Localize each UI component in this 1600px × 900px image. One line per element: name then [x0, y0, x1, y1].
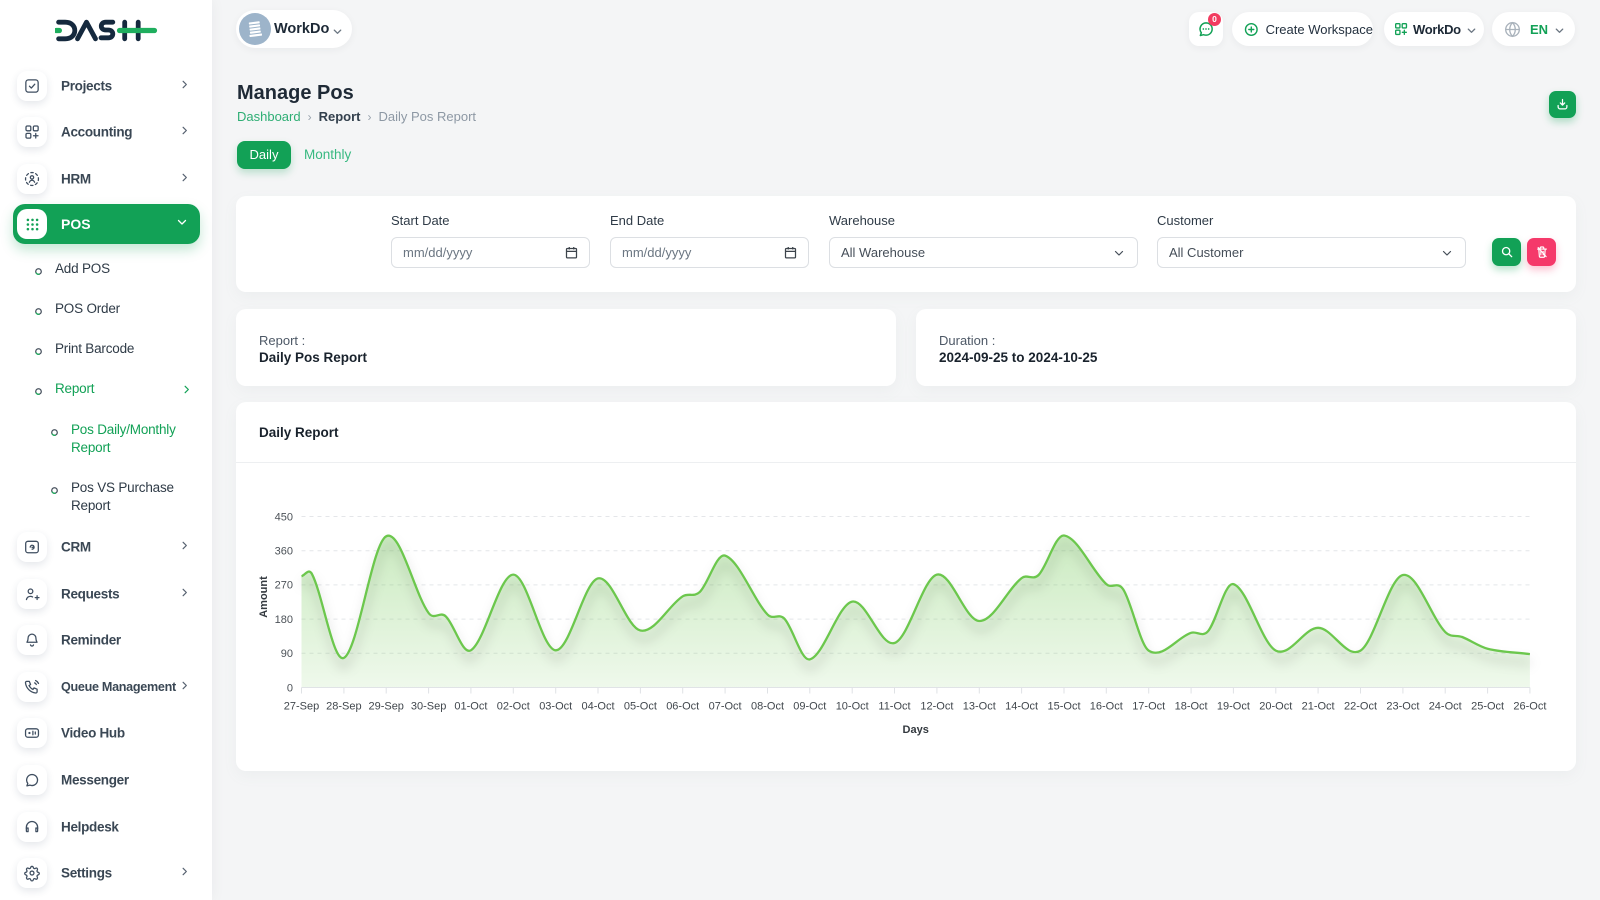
svg-text:25-Oct: 25-Oct: [1471, 701, 1504, 713]
svg-text:90: 90: [281, 648, 293, 660]
svg-text:04-Oct: 04-Oct: [581, 701, 614, 713]
svg-text:11-Oct: 11-Oct: [878, 701, 910, 713]
svg-text:07-Oct: 07-Oct: [709, 701, 742, 713]
svg-text:18-Oct: 18-Oct: [1175, 701, 1208, 713]
svg-text:Amount: Amount: [258, 576, 270, 618]
svg-text:270: 270: [275, 580, 293, 592]
svg-text:27-Sep: 27-Sep: [284, 701, 319, 713]
svg-text:01-Oct: 01-Oct: [454, 701, 487, 713]
svg-text:450: 450: [275, 511, 293, 523]
svg-text:20-Oct: 20-Oct: [1259, 701, 1292, 713]
svg-text:12-Oct: 12-Oct: [920, 701, 953, 713]
svg-text:02-Oct: 02-Oct: [497, 701, 530, 713]
svg-text:13-Oct: 13-Oct: [963, 701, 996, 713]
svg-text:10-Oct: 10-Oct: [836, 701, 869, 713]
svg-text:30-Sep: 30-Sep: [411, 701, 446, 713]
svg-text:08-Oct: 08-Oct: [751, 701, 784, 713]
svg-text:16-Oct: 16-Oct: [1090, 701, 1123, 713]
svg-text:03-Oct: 03-Oct: [539, 701, 572, 713]
svg-text:Days: Days: [903, 724, 929, 736]
svg-text:05-Oct: 05-Oct: [624, 701, 657, 713]
svg-text:28-Sep: 28-Sep: [326, 701, 361, 713]
svg-text:180: 180: [275, 614, 293, 626]
svg-text:24-Oct: 24-Oct: [1429, 701, 1462, 713]
svg-text:15-Oct: 15-Oct: [1047, 701, 1080, 713]
svg-text:17-Oct: 17-Oct: [1132, 701, 1165, 713]
svg-text:360: 360: [275, 546, 293, 558]
svg-text:19-Oct: 19-Oct: [1217, 701, 1250, 713]
svg-text:06-Oct: 06-Oct: [666, 701, 699, 713]
svg-text:26-Oct: 26-Oct: [1513, 701, 1546, 713]
svg-text:21-Oct: 21-Oct: [1302, 701, 1335, 713]
svg-text:14-Oct: 14-Oct: [1005, 701, 1038, 713]
svg-text:0: 0: [287, 682, 293, 694]
svg-text:22-Oct: 22-Oct: [1344, 701, 1377, 713]
svg-text:23-Oct: 23-Oct: [1386, 701, 1419, 713]
svg-text:09-Oct: 09-Oct: [793, 701, 826, 713]
svg-text:29-Sep: 29-Sep: [368, 701, 403, 713]
